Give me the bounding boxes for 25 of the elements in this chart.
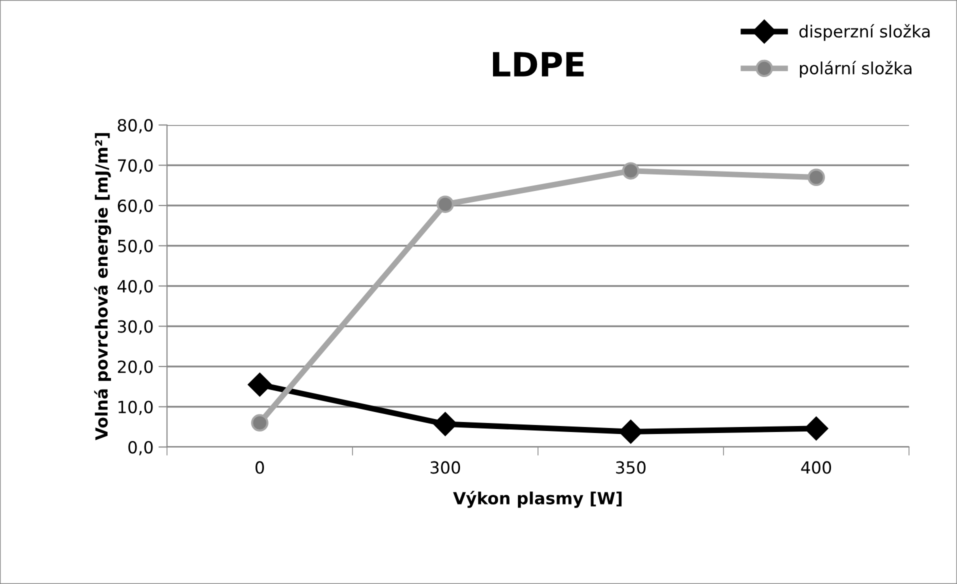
y-tick-label: 20,0 (118, 360, 153, 375)
point (808, 168, 825, 186)
x-tick-label: 300 (430, 461, 460, 474)
y-tick-label: 80,0 (118, 118, 153, 134)
y-tick-label: 40,0 (118, 280, 153, 294)
x-tick-label: 0 (256, 461, 264, 474)
y-tick-label: 10,0 (118, 400, 153, 416)
legend-label: polární složka (800, 60, 912, 78)
y-tick-label: 70,0 (118, 159, 153, 174)
point (622, 162, 640, 180)
x-tick-label: 400 (801, 461, 832, 474)
y-axis-title: Volná povrchová energie [mJ/m²] (94, 133, 112, 440)
point (618, 420, 643, 444)
point (251, 414, 268, 432)
point (433, 412, 458, 436)
y-tick-label: 0,0 (128, 440, 153, 456)
point (248, 372, 272, 396)
y-tick-label: 60,0 (118, 199, 153, 214)
x-tick-label: 350 (616, 461, 646, 474)
y-tick-label: 30,0 (118, 320, 153, 335)
y-tick-label: 50,0 (118, 240, 153, 254)
x-axis-title: Výkon plasmy [W] (453, 490, 622, 508)
legend-label: disperzní složka (799, 24, 930, 41)
point (436, 196, 454, 213)
chart-title: LDPE (493, 52, 584, 76)
